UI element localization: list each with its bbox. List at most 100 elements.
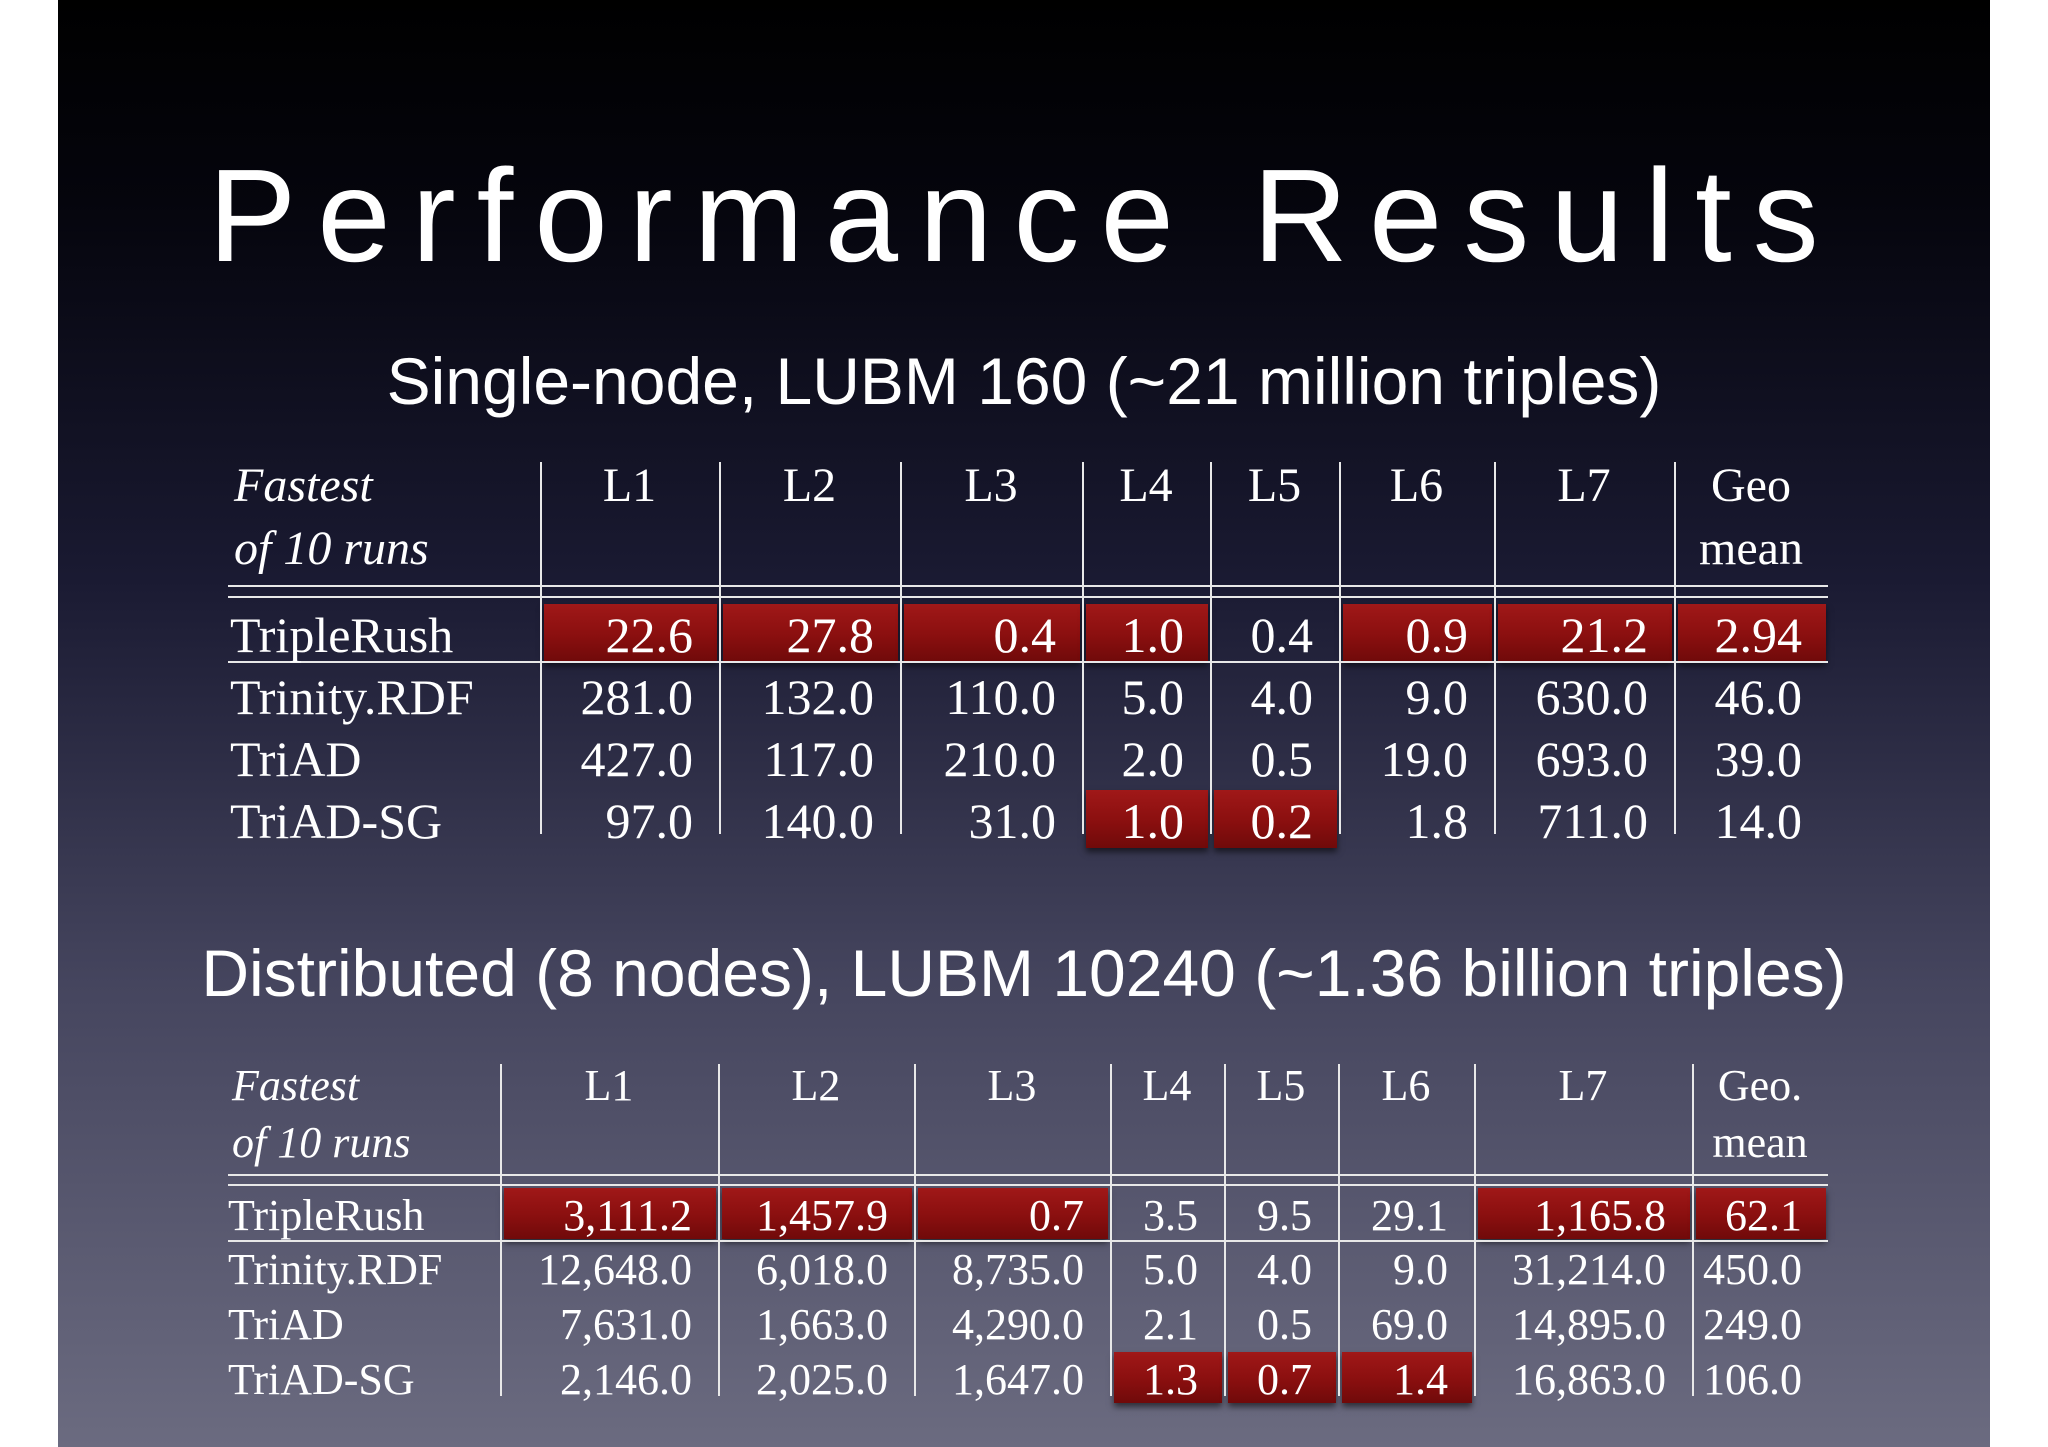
header-label: Fastest [234,459,373,512]
result-value: 281.0 [580,669,694,725]
column-header: L3 [964,459,1018,512]
result-value: 4.0 [1257,1245,1312,1294]
result-value: 19.0 [1380,731,1469,787]
slide: Performance Results Single-node, LUBM 16… [58,0,1990,1447]
result-value: 2.0 [1121,731,1185,787]
result-value: 31.0 [968,793,1057,849]
result-value: 4,290.0 [952,1300,1084,1349]
column-header: L6 [1389,459,1444,512]
system-name: Trinity.RDF [230,669,474,725]
result-value: 117.0 [763,731,874,787]
best-result-highlight [1696,1188,1826,1239]
column-header: L1 [602,459,657,512]
result-value: 110.0 [945,669,1056,725]
best-result-highlight [1114,1352,1222,1403]
best-result-highlight [1086,790,1208,848]
best-result-highlight [1678,604,1826,662]
column-header: mean [1699,522,1803,575]
column-header: Geo. [1717,1061,1803,1110]
column-header: L6 [1381,1061,1431,1110]
result-value: 0.7 [1257,1355,1312,1404]
column-divider [1339,462,1341,834]
result-value: 1.0 [1121,607,1185,663]
column-header: L1 [584,1061,634,1110]
system-name: TripleRush [228,1191,425,1240]
result-value: 1,165.8 [1534,1191,1666,1240]
result-value: 6,018.0 [756,1245,888,1294]
column-header: mean [1712,1118,1808,1167]
result-value: 0.2 [1250,793,1314,849]
best-result-highlight [723,604,898,662]
result-value: 31,214.0 [1512,1245,1666,1294]
system-name: TriAD [230,731,362,787]
result-value: 2.94 [1714,607,1803,663]
slide-title: Performance Results [208,142,1840,289]
result-value: 39.0 [1714,731,1803,787]
result-value: 27.8 [786,607,875,663]
result-value: 46.0 [1714,669,1803,725]
best-result-highlight [544,604,717,662]
result-value: 22.6 [605,607,694,663]
row-separator-line [228,661,1828,663]
column-header: L5 [1247,459,1302,512]
result-value: 2,146.0 [560,1355,692,1404]
result-value: 9.0 [1393,1245,1448,1294]
result-value: 140.0 [761,793,875,849]
column-header: L7 [1557,459,1611,512]
header-separator-line [228,596,1828,598]
result-value: 210.0 [943,731,1057,787]
result-value: 249.0 [1703,1300,1802,1349]
column-header: Geo [1711,459,1791,512]
column-divider [500,1064,502,1396]
column-divider [1082,462,1084,834]
result-value: 2.1 [1143,1300,1198,1349]
result-value: 0.4 [1250,607,1314,663]
best-result-highlight [1214,790,1337,848]
single-node-subtitle: Single-node, LUBM 160 (~21 million tripl… [386,344,1662,418]
header-label: of 10 runs [232,1118,411,1167]
column-header: L3 [987,1061,1037,1110]
column-divider [1692,1064,1694,1396]
result-value: 8,735.0 [952,1245,1084,1294]
column-divider [1674,462,1676,834]
column-divider [900,462,902,834]
result-value: 62.1 [1725,1191,1802,1240]
header-label: Fastest [232,1061,360,1110]
column-header: L5 [1256,1061,1306,1110]
best-result-highlight [504,1188,716,1239]
result-value: 2,025.0 [756,1355,888,1404]
result-value: 1.0 [1121,793,1185,849]
best-result-highlight [904,604,1080,662]
result-value: 12,648.0 [538,1245,692,1294]
row-separator-line [228,1240,1828,1242]
result-value: 1,647.0 [952,1355,1084,1404]
result-value: 1,663.0 [756,1300,888,1349]
result-value: 0.9 [1405,607,1469,663]
result-value: 5.0 [1121,669,1185,725]
system-name: TriAD [228,1300,344,1349]
result-value: 69.0 [1371,1300,1448,1349]
result-value: 427.0 [580,731,694,787]
best-result-highlight [1086,604,1208,662]
best-result-highlight [1498,604,1672,662]
column-divider [719,462,721,834]
column-header: L2 [791,1061,841,1110]
column-divider [1338,1064,1340,1396]
result-value: 106.0 [1703,1355,1802,1404]
result-value: 0.7 [1029,1191,1084,1240]
result-value: 29.1 [1371,1191,1448,1240]
column-divider [1110,1064,1112,1396]
result-value: 7,631.0 [560,1300,692,1349]
result-value: 97.0 [605,793,694,849]
best-result-highlight [1342,1352,1472,1403]
column-divider [1210,462,1212,834]
result-value: 1.8 [1405,793,1469,849]
column-header: L7 [1558,1061,1608,1110]
system-name: TriAD-SG [230,793,443,849]
column-header: L4 [1142,1061,1192,1110]
column-header: L4 [1119,459,1173,512]
result-value: 3.5 [1143,1191,1198,1240]
column-divider [914,1064,916,1396]
result-value: 0.5 [1257,1300,1312,1349]
result-value: 16,863.0 [1512,1355,1666,1404]
